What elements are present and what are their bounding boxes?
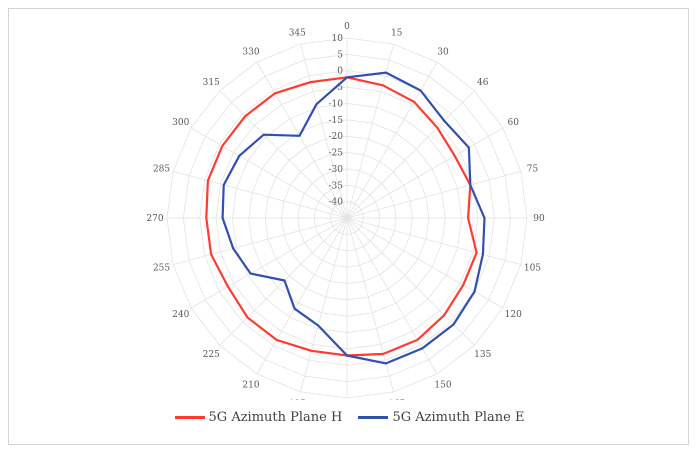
angle-tick-label: 105: [524, 264, 541, 274]
legend-label: 5G Azimuth Plane H: [208, 410, 343, 425]
grid-spoke: [346, 217, 475, 346]
angle-tick-label: 285: [153, 164, 170, 174]
grid-spoke: [300, 44, 348, 219]
radial-tick-label: 0: [337, 67, 343, 77]
angle-tick-label: 75: [527, 164, 539, 174]
grid-spoke: [346, 217, 504, 309]
grid-spoke: [256, 217, 348, 375]
grid-spoke: [190, 127, 348, 219]
grid-spoke: [300, 217, 348, 392]
angle-tick-label: 330: [242, 48, 259, 58]
grid-spoke: [256, 61, 348, 219]
angle-tick-label: 345: [289, 29, 306, 39]
grid-spoke: [346, 217, 521, 265]
legend-item-e: 5G Azimuth Plane E: [358, 410, 524, 425]
angle-tick-label: 225: [203, 350, 220, 360]
radial-tick-label: -40: [329, 198, 344, 208]
series-line-e: [221, 71, 486, 365]
grid-spoke: [346, 127, 504, 219]
grid-spoke: [346, 44, 394, 219]
chart-frame: [8, 8, 689, 445]
radial-tick-label: -20: [329, 132, 344, 142]
angle-tick-label: 165: [388, 399, 405, 400]
legend: 5G Azimuth Plane H 5G Azimuth Plane E: [0, 408, 699, 425]
grid-spoke: [173, 171, 348, 219]
angle-tick-label: 0: [344, 22, 350, 32]
grid-spoke: [219, 90, 348, 219]
angle-tick-label: 315: [203, 78, 220, 88]
radial-tick-label: -30: [329, 165, 344, 175]
radial-tick-label: 5: [337, 50, 343, 60]
angle-tick-label: 240: [172, 310, 189, 320]
radial-tick-label: -10: [329, 99, 344, 109]
grid-spoke: [346, 171, 521, 219]
angle-tick-label: 60: [508, 118, 520, 128]
angle-tick-label: 90: [533, 214, 545, 224]
radial-tick-label: -35: [329, 181, 344, 191]
grid-spoke: [219, 217, 348, 346]
radial-tick-labels: 10 5 0 -5 -10 -15 -20 -25 -30 -35 -40: [329, 34, 344, 208]
radial-tick-label: -15: [329, 116, 344, 126]
grid-spoke: [346, 217, 394, 392]
series-lines: [205, 71, 486, 365]
angle-tick-label: 300: [172, 118, 189, 128]
angle-tick-label: 210: [242, 380, 259, 390]
radial-tick-label: 10: [332, 34, 344, 44]
legend-swatch: [358, 416, 389, 419]
legend-swatch: [174, 416, 205, 419]
radial-tick-label: -25: [329, 149, 344, 159]
grid-spoke: [346, 90, 475, 219]
polar-grid: [166, 37, 528, 399]
angle-tick-label: 270: [146, 214, 163, 224]
angle-tick-label: 120: [505, 310, 522, 320]
angle-tick-label: 46: [477, 78, 489, 88]
grid-spoke: [173, 217, 348, 265]
legend-item-h: 5G Azimuth Plane H: [174, 410, 343, 425]
angle-tick-label: 255: [153, 264, 170, 274]
angle-tick-label: 195: [289, 399, 306, 400]
angle-tick-label: 135: [474, 350, 491, 360]
angle-tick-label: 150: [434, 380, 451, 390]
radial-tick-label: -5: [334, 83, 343, 93]
angle-tick-label: 15: [391, 29, 403, 39]
legend-label: 5G Azimuth Plane E: [392, 410, 525, 425]
angle-tick-labels: 0153046607590105120135150165180195210225…: [146, 22, 545, 400]
angle-tick-label: 30: [437, 48, 449, 58]
grid-spoke: [346, 61, 438, 219]
grid-spoke: [190, 217, 348, 309]
